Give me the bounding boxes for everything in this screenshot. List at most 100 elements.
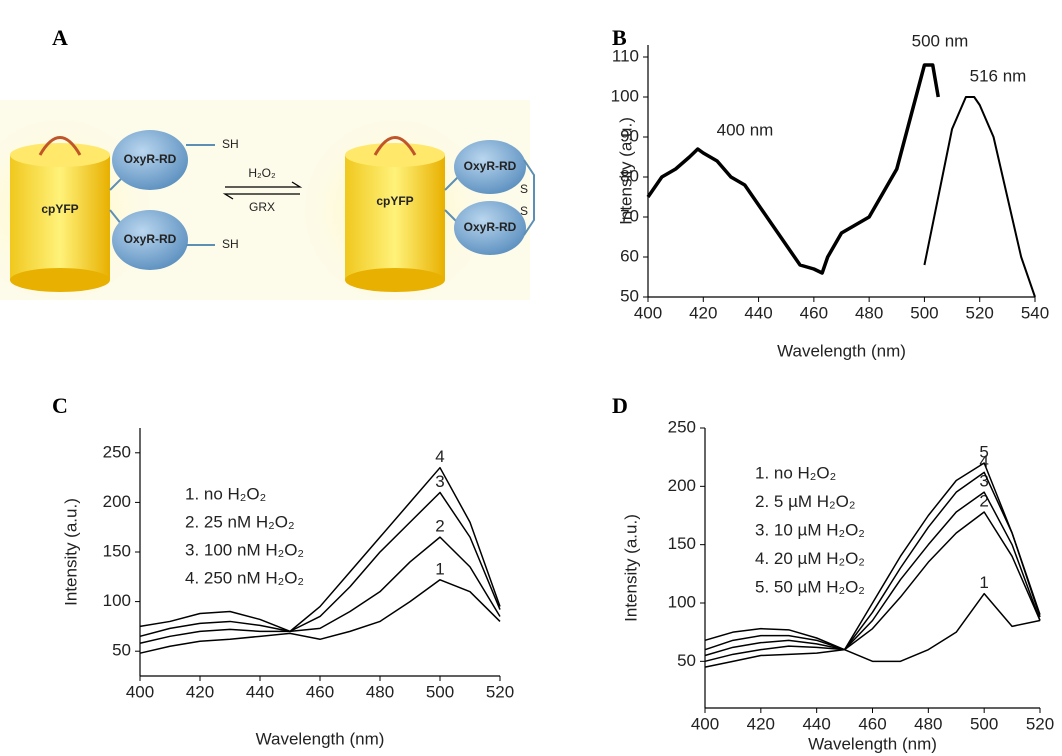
disulfide-bond — [523, 159, 535, 236]
y-axis-label: Intensity (a.u.) — [621, 514, 640, 622]
core-label: cpYFP — [41, 202, 78, 216]
y-tick-label: 200 — [103, 492, 131, 511]
domain — [112, 210, 188, 270]
annotation: 400 nm — [717, 120, 774, 139]
sulfur-label: S — [520, 204, 528, 218]
panel-letter: D — [612, 393, 628, 418]
annotation: 516 nm — [970, 66, 1027, 85]
panel-letter: A — [52, 25, 68, 50]
series-line — [704, 462, 1041, 651]
series-line — [923, 96, 1036, 298]
peak-label: 3 — [979, 472, 988, 491]
y-tick-label: 90 — [620, 126, 639, 145]
y-tick-label: 60 — [620, 246, 639, 265]
domain — [454, 140, 526, 194]
diagram: cpYFP OxyR-RD OxyR-RD SH SH H₂O₂ GRX cpY… — [0, 100, 535, 305]
sulfur-label: S — [520, 182, 528, 196]
x-tick-label: 420 — [186, 682, 214, 701]
y-tick-label: 100 — [103, 591, 131, 610]
loop — [373, 136, 417, 156]
legend-entry: 2. 5 µM H₂O₂ — [755, 492, 855, 511]
loop — [38, 136, 82, 156]
peak-label: 5 — [979, 442, 988, 461]
peak-label: 2 — [979, 491, 988, 510]
thiol-bond — [186, 144, 215, 246]
series-line — [139, 491, 501, 638]
legend-entry: 5. 50 µM H₂O₂ — [755, 577, 865, 596]
series-line — [646, 63, 940, 275]
x-tick-label: 420 — [747, 714, 775, 733]
peak-label: 1 — [435, 559, 444, 578]
x-tick-label: 520 — [1026, 714, 1054, 733]
x-axis-label: Wavelength (nm) — [808, 734, 937, 753]
y-tick-label: 150 — [668, 534, 696, 553]
x-tick-label: 540 — [1021, 303, 1049, 322]
y-tick-label: 200 — [668, 476, 696, 495]
x-axis-label: Wavelength (nm) — [256, 729, 385, 748]
x-tick-label: 440 — [802, 714, 830, 733]
y-tick-label: 80 — [620, 166, 639, 185]
thiol-label: SH — [222, 237, 239, 251]
series-line — [704, 511, 1041, 663]
series-line — [704, 491, 1041, 657]
y-tick-label: 100 — [668, 592, 696, 611]
legend-entry: 2. 25 nM H₂O₂ — [185, 512, 295, 531]
legend-entry: 1. no H₂O₂ — [755, 463, 836, 482]
peak-label: 1 — [979, 573, 988, 592]
cylinder-top — [345, 143, 445, 167]
domain-label: OxyR-RD — [124, 152, 177, 166]
cylinder-base — [10, 268, 110, 292]
y-tick-label: 50 — [677, 651, 696, 670]
x-axis-label: Wavelength (nm) — [777, 341, 906, 360]
x-tick-label: 480 — [855, 303, 883, 322]
domain-label: OxyR-RD — [464, 159, 517, 173]
arrow-label: H₂O₂ — [248, 166, 276, 180]
x-tick-label: 480 — [914, 714, 942, 733]
cylinder-top — [10, 143, 110, 167]
x-tick-label: 440 — [744, 303, 772, 322]
series-line — [139, 466, 501, 633]
x-tick-label: 460 — [306, 682, 334, 701]
y-tick-label: 100 — [611, 86, 639, 105]
y-tick-label: 50 — [112, 641, 131, 660]
peak-label: 4 — [979, 452, 988, 471]
x-tick-label: 420 — [689, 303, 717, 322]
y-axis-label: Intensity (a.u.) — [616, 117, 635, 225]
peak-label: 2 — [435, 517, 444, 536]
arrow-backward — [222, 193, 300, 200]
x-tick-label: 520 — [486, 682, 514, 701]
annotation: 500 nm — [912, 31, 969, 50]
y-tick-label: 110 — [612, 46, 639, 65]
peak-label: 3 — [435, 472, 444, 491]
x-tick-label: 500 — [970, 714, 998, 733]
panel-letter: C — [52, 393, 68, 418]
legend-entry: 3. 100 nM H₂O₂ — [185, 540, 304, 559]
x-tick-label: 480 — [366, 682, 394, 701]
y-tick-label: 150 — [103, 541, 131, 560]
legend-entry: 1. no H₂O₂ — [185, 484, 266, 503]
cylinder-base — [345, 268, 445, 292]
y-tick-label: 250 — [668, 417, 696, 436]
x-tick-label: 440 — [246, 682, 274, 701]
x-tick-label: 460 — [858, 714, 886, 733]
legend-entry: 4. 250 nM H₂O₂ — [185, 568, 304, 587]
x-tick-label: 500 — [910, 303, 938, 322]
x-tick-label: 460 — [800, 303, 828, 322]
series-line — [704, 471, 1041, 651]
domain-label: OxyR-RD — [464, 220, 517, 234]
x-tick-label: 400 — [634, 303, 662, 322]
domain — [454, 201, 526, 255]
peak-label: 4 — [435, 447, 444, 466]
arrow-forward — [225, 181, 303, 188]
cylinder — [345, 155, 445, 280]
legend-entry: 3. 10 µM H₂O₂ — [755, 520, 865, 539]
series-line — [704, 592, 1041, 668]
x-tick-label: 400 — [691, 714, 719, 733]
y-tick-label: 250 — [103, 442, 131, 461]
cylinder — [10, 155, 110, 280]
y-axis-label: Intensity (a.u.) — [61, 498, 80, 606]
core-label: cpYFP — [376, 194, 413, 208]
thiol-label: SH — [222, 137, 239, 151]
domain-label: OxyR-RD — [124, 232, 177, 246]
legend-entry: 4. 20 µM H₂O₂ — [755, 549, 865, 568]
